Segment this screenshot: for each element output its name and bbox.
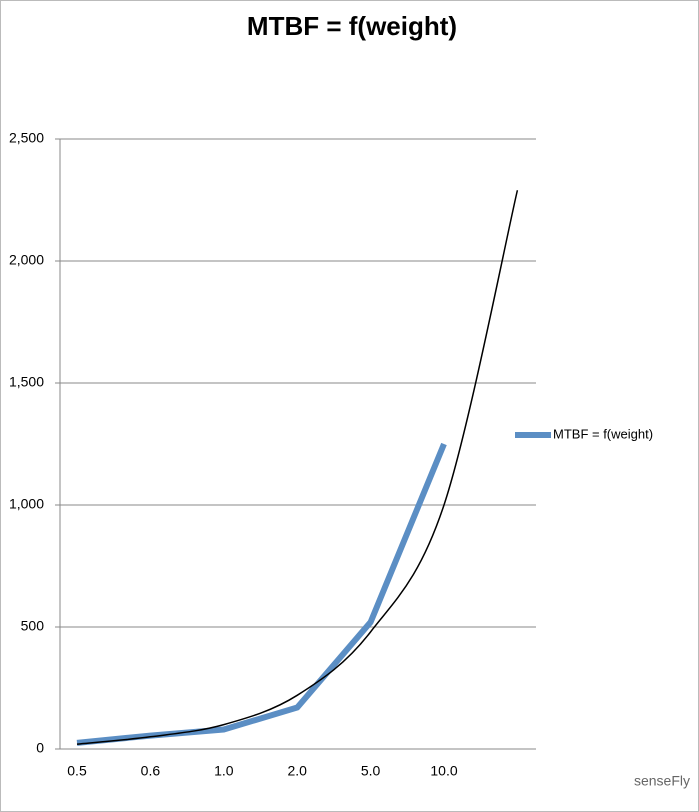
y-tick-label: 2,000: [9, 252, 44, 268]
watermark: senseFly: [634, 773, 690, 789]
legend-label: MTBF = f(weight): [553, 426, 653, 441]
y-tick-label: 2,500: [9, 130, 44, 146]
x-tick-label: 10.0: [430, 763, 457, 779]
trend-line: [76, 190, 519, 745]
x-tick-label: 0.6: [141, 763, 161, 779]
y-tick-label: 0: [36, 740, 44, 756]
x-tick-label: 2.0: [287, 763, 307, 779]
y-tick-label: 500: [21, 618, 45, 634]
series-line: [76, 442, 447, 746]
x-tick-label: 5.0: [361, 763, 381, 779]
y-tick-label: 1,500: [9, 374, 44, 390]
y-tick-label: 1,000: [9, 496, 44, 512]
chart-title: MTBF = f(weight): [247, 11, 457, 41]
x-tick-label: 0.5: [67, 763, 87, 779]
x-tick-label: 1.0: [214, 763, 234, 779]
